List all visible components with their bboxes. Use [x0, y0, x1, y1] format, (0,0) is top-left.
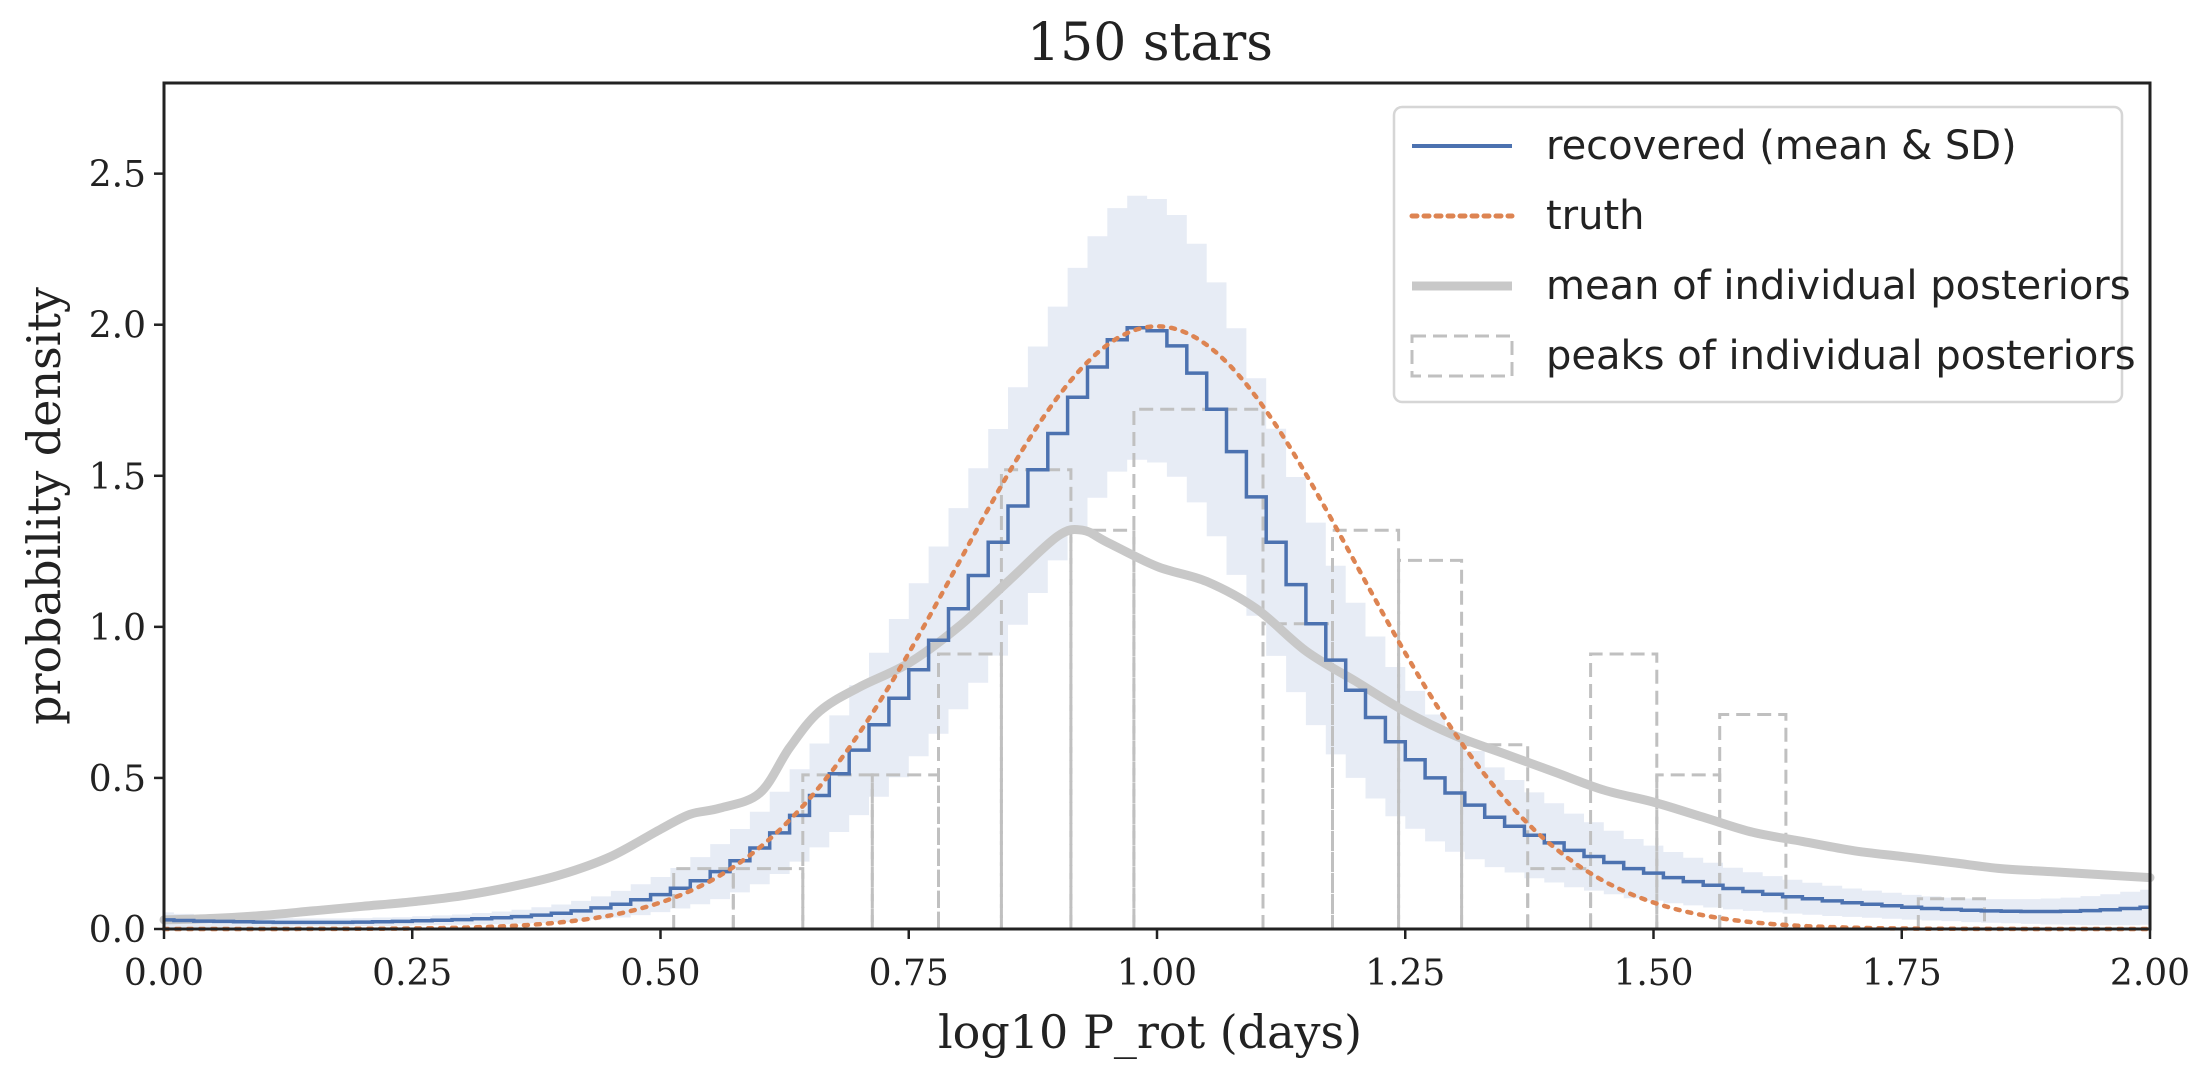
legend-peaks-swatch [1410, 334, 1514, 378]
peaks-histogram-bar [1589, 652, 1659, 929]
x-axis-label-log: log10 P_rot (days) [938, 1005, 1362, 1059]
x-tick-label: 1.50 [1613, 953, 1693, 994]
peaks-histogram-bar [1916, 897, 1986, 929]
y-tick-label: 2.0 [89, 306, 146, 347]
y-tick-label: 1.5 [89, 457, 146, 498]
legend-box [1392, 105, 2124, 404]
x-tick-label: 0.50 [620, 953, 700, 994]
y-tick-label: 0.0 [89, 910, 146, 951]
y-axis-label: probability density [17, 287, 71, 725]
y-tick-label: 1.0 [89, 608, 146, 649]
legend-mean-posterior-label: mean of individual posteriors [1546, 263, 2131, 309]
recovered-sd-band [164, 195, 2150, 928]
x-axis-label: log10 P_rot (days) [938, 1005, 1362, 1059]
legend-peaks-label: peaks of individual posteriors [1546, 333, 2136, 379]
plot-area [159, 195, 2155, 932]
x-tick-label: 0.00 [124, 953, 204, 994]
x-tick-label: 1.25 [1365, 953, 1445, 994]
legend: recovered (mean & SD) truth mean of indi… [1392, 105, 2136, 404]
legend-truth-label: truth [1546, 193, 1645, 239]
truth-line [161, 324, 2153, 932]
y-tick-label: 2.5 [89, 155, 146, 196]
x-tick-label: 1.75 [1862, 953, 1942, 994]
x-tick-label: 2.00 [2110, 953, 2190, 994]
x-tick-label: 1.00 [1117, 953, 1197, 994]
legend-recovered-label: recovered (mean & SD) [1546, 123, 2017, 169]
x-tick-label: 0.25 [372, 953, 452, 994]
mean-posterior-line [159, 524, 2155, 925]
chart-title: 150 stars [1027, 13, 1273, 73]
y-axis: 0.0 0.5 1.0 1.5 2.0 2.5 [89, 155, 164, 951]
peaks-histogram-bar [1655, 773, 1722, 929]
x-tick-label: 0.75 [869, 953, 949, 994]
peaks-histogram-bar [870, 773, 940, 929]
x-axis: 0.00 0.25 0.50 0.75 1.00 1.25 1.50 1.75 2.00 [124, 929, 2190, 994]
recovered-line [164, 325, 2150, 925]
peaks-histogram-bar [801, 773, 874, 929]
y-tick-label: 0.5 [89, 759, 146, 800]
